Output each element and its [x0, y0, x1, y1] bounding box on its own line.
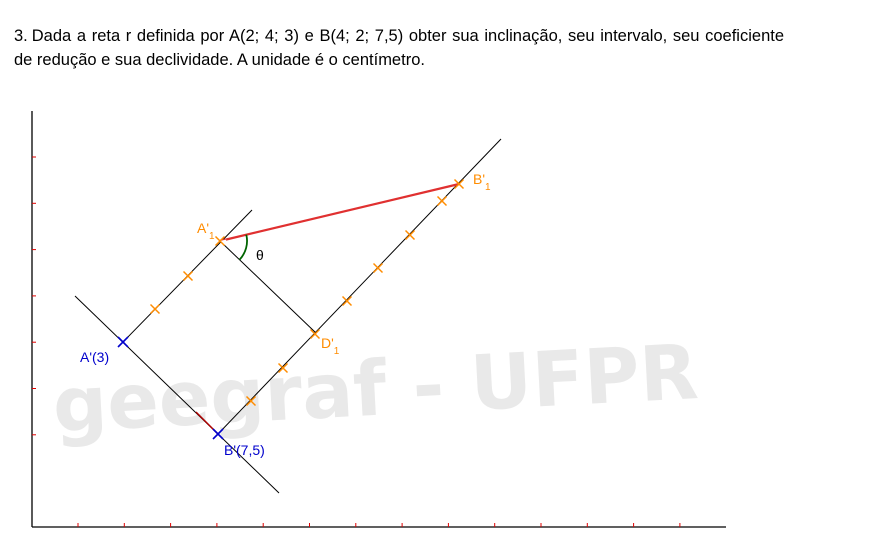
division-mark-3-stroke-2 [214, 235, 226, 247]
division-mark-9 [404, 229, 416, 241]
division-mark-10-stroke-2 [436, 195, 448, 207]
point-b-prime-stroke-2 [212, 428, 224, 440]
label-b1: B'1 [473, 171, 491, 193]
division-mark-3 [214, 235, 226, 247]
label-b1-main: B' [473, 171, 485, 187]
division-mark-11-stroke-2 [453, 178, 465, 190]
projection-points [117, 336, 224, 440]
label-a1-sub: 1 [209, 231, 215, 242]
division-mark-6-stroke-2 [309, 328, 321, 340]
label-a1: A'1 [197, 220, 215, 242]
problem-number: 3. [14, 27, 28, 45]
division-mark-8 [372, 262, 384, 274]
point-a-prime-stroke-2 [117, 336, 129, 348]
label-b1-sub: 1 [485, 182, 491, 193]
label-d1-sub: 1 [334, 346, 340, 357]
division-mark-10 [436, 195, 448, 207]
line-r-projection [74, 295, 280, 494]
point-a-prime [117, 336, 129, 348]
division-mark-2 [182, 270, 194, 282]
label-a-prime: A'(3) [80, 349, 109, 365]
division-mark-1 [149, 303, 161, 315]
label-a1-main: A' [197, 220, 209, 236]
division-mark-9-stroke-2 [404, 229, 416, 241]
division-mark-11 [453, 178, 465, 190]
problem-text: Dada a reta r definida por A(2; 4; 3) e … [14, 27, 784, 69]
division-mark-4-stroke-2 [245, 395, 257, 407]
point-b-prime [212, 428, 224, 440]
label-b-prime: B'(7,5) [224, 442, 265, 458]
axis-ticks [32, 156, 681, 527]
label-d1-main: D' [321, 335, 334, 351]
true-length-line [219, 182, 460, 243]
division-mark-5-stroke-2 [277, 362, 289, 374]
angle-theta-arc [238, 234, 248, 261]
perpendicular-at-b [217, 138, 502, 435]
division-mark-4 [245, 395, 257, 407]
division-mark-7 [341, 295, 353, 307]
division-mark-5 [277, 362, 289, 374]
division-mark-7-stroke-2 [341, 295, 353, 307]
division-marks [149, 178, 465, 407]
label-theta: θ [256, 247, 264, 263]
label-d1: D'1 [321, 335, 340, 357]
division-mark-1-stroke-2 [149, 303, 161, 315]
division-mark-2-stroke-2 [182, 270, 194, 282]
problem-statement: 3. Dada a reta r definida por A(2; 4; 3) … [14, 24, 784, 72]
watermark-text: geegraf - UFPR [50, 327, 700, 450]
division-mark-8-stroke-2 [372, 262, 384, 274]
division-mark-6 [309, 328, 321, 340]
parallel-a1-d1 [219, 240, 317, 334]
